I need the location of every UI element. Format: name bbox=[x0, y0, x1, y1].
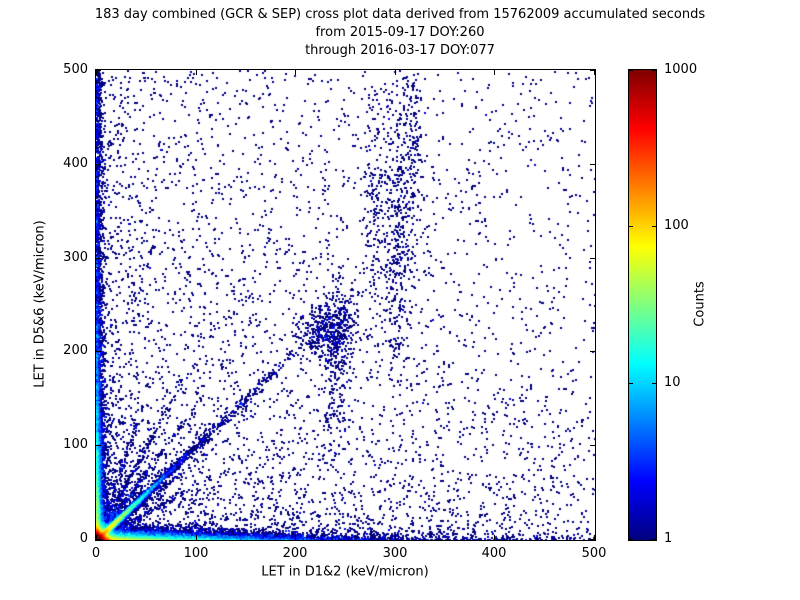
x-tick-mark bbox=[494, 70, 495, 75]
y-axis-label: LET in D5&6 (keV/micron) bbox=[32, 220, 48, 388]
colorbar-tick-mark bbox=[629, 226, 633, 227]
colorbar-tick-label: 1 bbox=[664, 531, 673, 546]
y-tick-mark bbox=[96, 539, 101, 540]
x-tick-mark bbox=[395, 70, 396, 75]
x-tick-mark bbox=[395, 535, 396, 540]
x-tick-label: 500 bbox=[581, 546, 607, 561]
x-tick-label: 100 bbox=[183, 546, 209, 561]
plot-area bbox=[95, 69, 596, 541]
y-tick-mark bbox=[590, 445, 595, 446]
y-tick-mark bbox=[590, 258, 595, 259]
colorbar bbox=[628, 69, 657, 541]
chart-title-block: 183 day combined (GCR & SEP) cross plot … bbox=[0, 6, 800, 60]
x-tick-label: 0 bbox=[91, 546, 101, 561]
y-tick-label: 500 bbox=[63, 62, 88, 77]
y-tick-mark bbox=[96, 164, 101, 165]
scatter-density-canvas bbox=[96, 70, 595, 540]
y-tick-mark bbox=[590, 164, 595, 165]
colorbar-tick-mark bbox=[652, 226, 656, 227]
x-tick-mark bbox=[196, 535, 197, 540]
x-tick-mark bbox=[594, 535, 595, 540]
chart-title-line2: from 2015-09-17 DOY:260 bbox=[315, 25, 485, 40]
y-tick-mark bbox=[96, 351, 101, 352]
x-tick-label: 300 bbox=[382, 546, 408, 561]
colorbar-tick-mark bbox=[652, 70, 656, 71]
colorbar-tick-label: 10 bbox=[664, 375, 681, 390]
colorbar-tick-mark bbox=[629, 70, 633, 71]
y-tick-mark bbox=[590, 539, 595, 540]
y-tick-label: 100 bbox=[63, 437, 88, 452]
x-tick-mark bbox=[96, 70, 97, 75]
y-tick-mark bbox=[96, 258, 101, 259]
colorbar-label: Counts bbox=[692, 281, 708, 327]
colorbar-tick-mark bbox=[652, 539, 656, 540]
x-tick-mark bbox=[196, 70, 197, 75]
x-axis-label: LET in D1&2 (keV/micron) bbox=[261, 564, 429, 580]
colorbar-tick-mark bbox=[629, 383, 633, 384]
y-tick-label: 400 bbox=[63, 156, 88, 171]
x-tick-mark bbox=[295, 535, 296, 540]
chart-title-line1: 183 day combined (GCR & SEP) cross plot … bbox=[94, 7, 706, 22]
chart-title-line3: through 2016-03-17 DOY:077 bbox=[305, 43, 495, 58]
x-tick-mark bbox=[494, 535, 495, 540]
x-tick-mark bbox=[594, 70, 595, 75]
colorbar-tick-mark bbox=[629, 539, 633, 540]
colorbar-tick-mark bbox=[652, 383, 656, 384]
y-tick-label: 200 bbox=[63, 343, 88, 358]
y-tick-label: 0 bbox=[79, 531, 88, 546]
y-tick-mark bbox=[590, 351, 595, 352]
x-tick-mark bbox=[295, 70, 296, 75]
colorbar-tick-label: 100 bbox=[664, 218, 689, 233]
colorbar-tick-label: 1000 bbox=[664, 62, 698, 77]
x-tick-mark bbox=[96, 535, 97, 540]
x-tick-label: 400 bbox=[481, 546, 507, 561]
y-tick-mark bbox=[96, 70, 101, 71]
y-tick-mark bbox=[96, 445, 101, 446]
y-tick-label: 300 bbox=[63, 250, 88, 265]
x-tick-label: 200 bbox=[282, 546, 308, 561]
y-tick-mark bbox=[590, 70, 595, 71]
